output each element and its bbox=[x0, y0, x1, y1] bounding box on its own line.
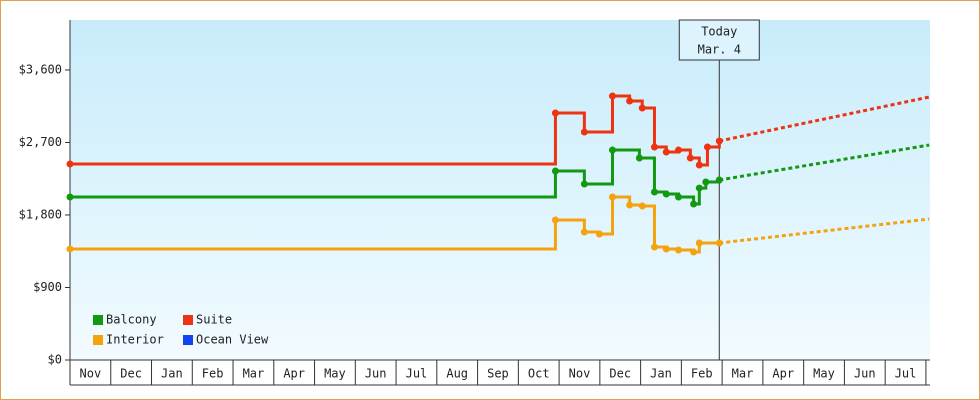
price-point bbox=[650, 143, 658, 151]
price-point bbox=[662, 245, 670, 253]
x-tick-label: Mar bbox=[243, 367, 265, 381]
x-tick-label: Nov bbox=[80, 367, 102, 381]
y-tick-label: $0 bbox=[48, 353, 62, 367]
legend-label: Suite bbox=[196, 313, 232, 327]
x-tick-label: Mar bbox=[732, 367, 754, 381]
x-tick-label: Jun bbox=[854, 367, 876, 381]
legend-label: Interior bbox=[106, 333, 164, 347]
x-tick-label: Feb bbox=[202, 367, 224, 381]
x-tick-label: Apr bbox=[772, 367, 794, 381]
price-point bbox=[580, 180, 588, 188]
price-point bbox=[66, 193, 74, 201]
price-point bbox=[715, 239, 723, 247]
forecast-line bbox=[718, 95, 930, 143]
x-tick-label: Jan bbox=[650, 367, 672, 381]
price-point bbox=[686, 154, 694, 162]
legend-label: Ocean View bbox=[196, 333, 269, 347]
legend-swatch bbox=[183, 335, 193, 345]
x-tick-label: Oct bbox=[528, 367, 550, 381]
x-tick-label: Jul bbox=[406, 367, 428, 381]
price-point bbox=[695, 239, 703, 247]
price-point bbox=[580, 228, 588, 236]
price-point bbox=[662, 190, 670, 198]
price-point bbox=[703, 143, 711, 151]
price-point bbox=[715, 176, 723, 184]
price-point bbox=[595, 230, 603, 238]
x-tick-label: Jun bbox=[365, 367, 387, 381]
price-point bbox=[662, 148, 670, 156]
price-point bbox=[626, 97, 634, 105]
price-point bbox=[551, 216, 559, 224]
price-point bbox=[690, 200, 698, 208]
price-point bbox=[638, 202, 646, 210]
y-tick-label: $1,800 bbox=[19, 207, 62, 221]
x-tick-label: Aug bbox=[446, 367, 468, 381]
x-tick-label: Dec bbox=[120, 367, 142, 381]
x-tick-label: Jul bbox=[895, 367, 917, 381]
price-point bbox=[66, 160, 74, 168]
x-tick-label: Jan bbox=[161, 367, 183, 381]
price-point bbox=[638, 104, 646, 112]
price-point bbox=[675, 246, 683, 254]
y-tick-label: $900 bbox=[33, 280, 62, 294]
x-tick-label: Feb bbox=[691, 367, 713, 381]
price-point bbox=[551, 167, 559, 175]
price-point bbox=[702, 178, 710, 186]
legend-swatch bbox=[183, 315, 193, 325]
price-point bbox=[608, 193, 616, 201]
today-box bbox=[678, 19, 760, 61]
x-tick-label: Sep bbox=[487, 367, 509, 381]
price-point bbox=[551, 109, 559, 117]
legend-label: Balcony bbox=[106, 313, 157, 327]
price-point bbox=[715, 137, 723, 145]
x-tick-label: Dec bbox=[609, 367, 631, 381]
price-point bbox=[580, 128, 588, 136]
x-tick-label: Nov bbox=[569, 367, 591, 381]
price-point bbox=[675, 146, 683, 154]
plot-area bbox=[70, 20, 930, 360]
price-point bbox=[635, 154, 643, 162]
price-point bbox=[675, 193, 683, 201]
y-tick-label: $2,700 bbox=[19, 135, 62, 149]
today-date: Mar. 4 bbox=[698, 43, 741, 57]
price-point bbox=[608, 146, 616, 154]
x-tick-label: May bbox=[813, 367, 835, 381]
price-point bbox=[608, 92, 616, 100]
price-point bbox=[690, 248, 698, 256]
price-point bbox=[626, 201, 634, 209]
x-tick-label: May bbox=[324, 367, 346, 381]
price-point bbox=[650, 243, 658, 251]
forecast-line bbox=[719, 143, 930, 182]
y-tick-label: $3,600 bbox=[19, 62, 62, 76]
today-label: Today bbox=[701, 25, 737, 39]
forecast-line bbox=[719, 217, 930, 245]
x-tick-label: Apr bbox=[283, 367, 305, 381]
price-point bbox=[650, 188, 658, 196]
legend-swatch bbox=[93, 315, 103, 325]
legend-swatch bbox=[93, 335, 103, 345]
price-point bbox=[695, 184, 703, 192]
price-point bbox=[66, 245, 74, 253]
price-point bbox=[695, 161, 703, 169]
